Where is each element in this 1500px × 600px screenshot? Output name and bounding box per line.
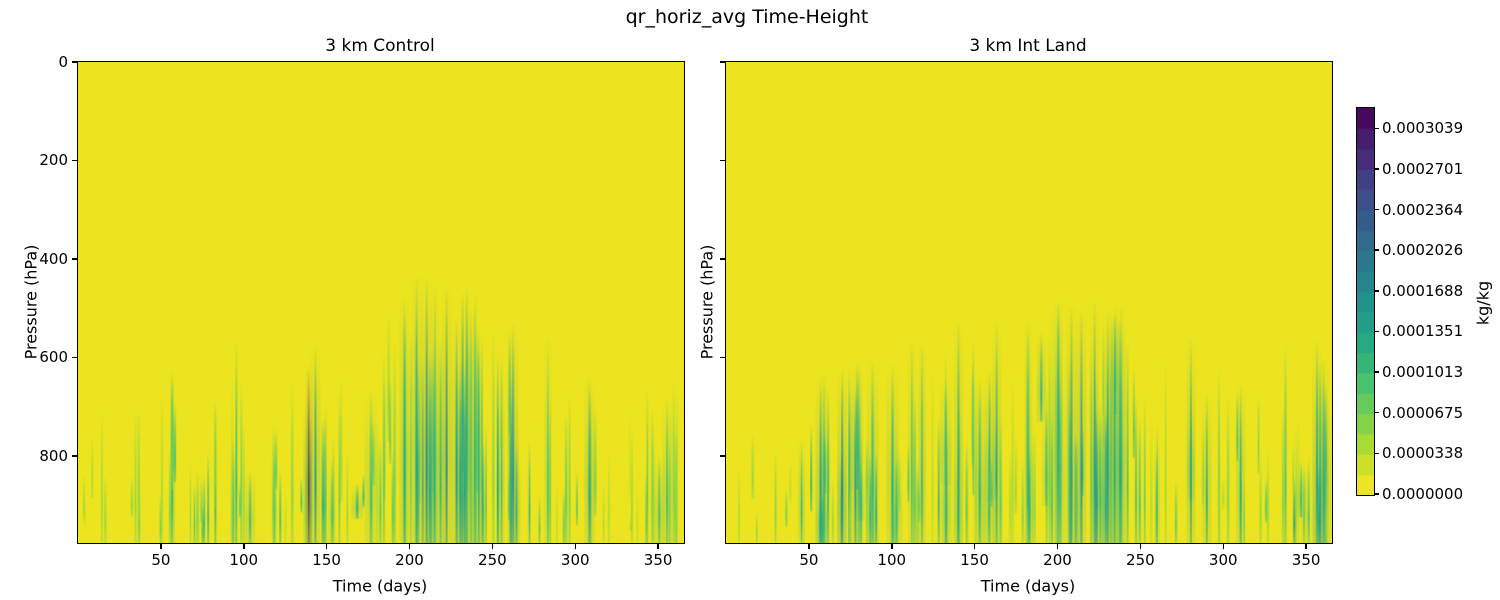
x-axis-label-right: Time (days)	[980, 576, 1076, 596]
x-tick-mark	[1139, 543, 1142, 549]
y-tick-mark	[71, 455, 77, 457]
colorbar-tick-label: 0.0001351	[1382, 322, 1464, 341]
y-tick-mark	[71, 356, 77, 359]
x-axis-label-left: Time (days)	[332, 576, 428, 596]
y-tick-mark	[719, 258, 725, 260]
colorbar-tick-label: 0.0001688	[1382, 281, 1464, 300]
x-tick-mark	[1056, 543, 1059, 549]
x-tick-label: 100	[877, 551, 907, 569]
x-tick-mark	[657, 543, 659, 549]
y-tick-label: 600	[39, 348, 68, 367]
x-tick-label: 350	[643, 551, 673, 569]
colorbar-tick-label: 0.0001013	[1382, 363, 1464, 382]
colorbar	[1355, 106, 1375, 496]
colorbar-tick-mark	[1374, 330, 1379, 333]
colorbar-tick-mark	[1374, 208, 1379, 211]
x-tick-label: 350	[1291, 551, 1321, 569]
colorbar-tick-mark	[1374, 371, 1379, 373]
x-tick-mark	[325, 543, 328, 549]
x-tick-label: 300	[1208, 551, 1238, 569]
x-tick-mark	[243, 543, 245, 549]
x-tick-label: 150	[312, 551, 341, 569]
x-tick-label: 50	[799, 551, 819, 569]
x-tick-mark	[574, 543, 576, 549]
x-tick-label: 250	[1126, 551, 1155, 569]
y-tick-mark	[719, 356, 725, 359]
x-tick-label: 250	[478, 551, 507, 569]
panel-title-control: 3 km Control	[325, 36, 435, 56]
colorbar-tick-label: 0.0002701	[1382, 159, 1464, 178]
y-axis-label-right: Pressure (hPa)	[697, 244, 717, 360]
colorbar-canvas	[1356, 107, 1374, 495]
y-tick-mark	[71, 258, 77, 260]
colorbar-tick-mark	[1374, 168, 1379, 170]
heatmap-canvas-control	[77, 61, 684, 543]
x-tick-mark	[891, 543, 893, 549]
figure-title: qr_horiz_avg Time-Height	[625, 6, 869, 28]
y-tick-mark	[719, 159, 725, 162]
y-tick-label: 0	[58, 53, 68, 71]
heatmap-canvas-int-land	[725, 61, 1332, 543]
colorbar-tick-mark	[1374, 290, 1379, 292]
y-tick-mark	[71, 159, 77, 162]
colorbar-tick-label: 0.0000675	[1382, 403, 1464, 422]
x-tick-mark	[1222, 543, 1224, 549]
x-tick-mark	[491, 543, 494, 549]
y-axis-label-left: Pressure (hPa)	[21, 244, 41, 360]
x-tick-label: 150	[960, 551, 989, 569]
colorbar-tick-label: 0.0003039	[1382, 119, 1464, 138]
x-tick-mark	[160, 543, 162, 549]
x-tick-mark	[1305, 543, 1307, 549]
y-tick-mark	[719, 455, 725, 457]
x-tick-label: 200	[1043, 551, 1072, 569]
colorbar-label: kg/kg	[1473, 280, 1493, 326]
colorbar-tick-mark	[1374, 411, 1379, 414]
y-tick-label: 800	[39, 446, 68, 465]
y-tick-mark	[71, 61, 77, 63]
colorbar-tick-label: 0.0000000	[1382, 485, 1464, 503]
x-tick-label: 50	[151, 551, 171, 569]
x-tick-label: 300	[560, 551, 590, 569]
colorbar-tick-mark	[1374, 493, 1379, 495]
colorbar-tick-mark	[1374, 452, 1379, 455]
panel-title-int-land: 3 km Int Land	[969, 36, 1087, 56]
colorbar-tick-label: 0.0000338	[1382, 444, 1464, 463]
x-tick-label: 200	[395, 551, 424, 569]
colorbar-tick-mark	[1374, 127, 1379, 130]
heatmap-panel-int-land	[724, 60, 1333, 544]
y-tick-label: 400	[39, 249, 68, 268]
x-tick-mark	[808, 543, 810, 549]
x-tick-mark	[973, 543, 976, 549]
x-tick-label: 100	[229, 551, 259, 569]
colorbar-tick-label: 0.0002364	[1382, 200, 1464, 219]
colorbar-tick-mark	[1374, 249, 1379, 251]
y-tick-mark	[719, 61, 725, 63]
y-tick-label: 200	[39, 151, 68, 170]
heatmap-panel-control	[76, 60, 685, 544]
colorbar-tick-label: 0.0002026	[1382, 241, 1464, 260]
x-tick-mark	[408, 543, 411, 549]
